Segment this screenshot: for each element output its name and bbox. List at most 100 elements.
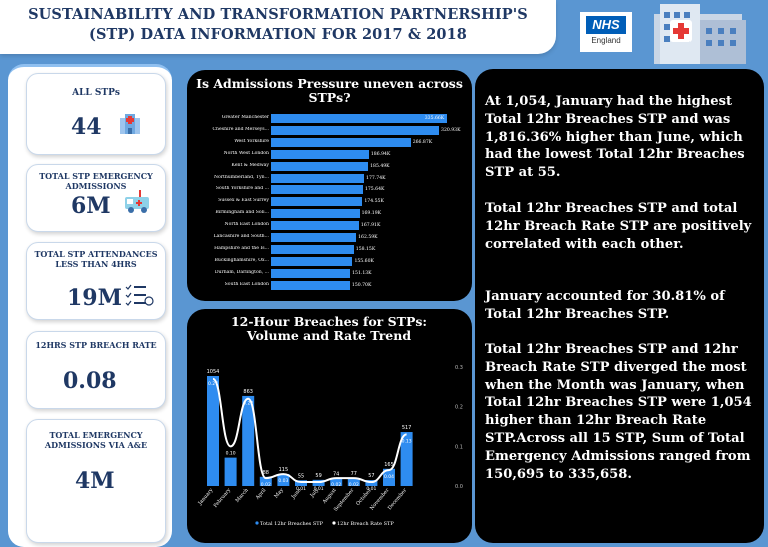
bar-value-label: 74 <box>333 471 339 477</box>
breach-bar[interactable] <box>224 457 237 486</box>
bar[interactable] <box>271 209 360 219</box>
breach-rate-line <box>212 377 408 484</box>
x-axis-month-label: March <box>235 487 251 504</box>
bar-value-label: 863 <box>243 389 253 395</box>
x-axis-month-label: January <box>197 487 215 507</box>
bar[interactable] <box>271 244 354 254</box>
hospital-icon <box>120 114 140 134</box>
legend-marker <box>332 521 336 525</box>
line-value-label: 0.02 <box>331 482 341 488</box>
y-axis-tick-label: 0.1 <box>455 444 463 450</box>
y-axis-tick-label: 0.0 <box>455 484 463 490</box>
bar[interactable] <box>271 233 357 242</box>
bar[interactable] <box>271 149 369 159</box>
line-value-label: 0.02 <box>349 482 359 488</box>
combo-chart-svg: 0.3 0.2 0.1 0.0 1054 863 88 115 55 59 74 77 57 165 517… <box>197 365 463 527</box>
kpi-card-breach-rate: 12HRS STP BREACH RATE 0.08 <box>26 331 166 409</box>
insight-paragraph: January accounted for 30.81% of Total 12… <box>485 289 725 322</box>
kpi-card-attendances: TOTAL STP ATTENDANCES LESS THAN 4HRS 19M <box>26 242 166 320</box>
nhs-logo-mark: NHS <box>586 16 626 34</box>
bar-value-label: 115 <box>279 467 289 473</box>
breach-bar[interactable] <box>383 468 395 486</box>
bar-value-label: 175.64K <box>364 187 385 193</box>
bar-category-label: Sussex & East Surrey <box>218 198 269 204</box>
x-axis-month-label: December <box>387 487 409 511</box>
bar-value-label: 155.60K <box>354 258 374 264</box>
bar-value-label: 335.66K <box>424 116 445 121</box>
breaches-combo-chart: 12-Hour Breaches for STPs: Volume and Ra… <box>187 309 472 543</box>
bar[interactable] <box>271 221 359 231</box>
bar-value-label: 59 <box>315 473 321 479</box>
bar[interactable] <box>271 280 350 290</box>
checklist-icon <box>125 284 154 306</box>
bar-value-label: 162.59K <box>358 235 378 240</box>
legend-label: 12hr Breach Rate STP <box>337 521 394 527</box>
dashboard-header: SUSTAINABILITY AND TRANSFORMATION PARTNE… <box>0 0 556 54</box>
x-axis-month-label: October <box>355 487 373 507</box>
bar-value-label: 266.87K <box>412 139 433 145</box>
breach-bar[interactable] <box>347 477 360 486</box>
breach-bar[interactable] <box>277 473 290 486</box>
admissions-bar-chart: Is Admissions Pressure uneven across STP… <box>187 70 472 301</box>
kpi-value: 6M <box>71 193 111 219</box>
bar-category-label: Hampshire and the Is... <box>214 245 269 251</box>
kpi-value: 0.08 <box>63 368 117 394</box>
bar[interactable] <box>271 173 365 183</box>
bar[interactable] <box>271 185 363 195</box>
nhs-logo: NHS England <box>580 12 632 52</box>
bar-category-label: Northumberland, Tyn... <box>214 174 269 180</box>
bar[interactable] <box>271 268 351 278</box>
breach-bar[interactable] <box>242 395 255 486</box>
bar[interactable] <box>271 125 440 135</box>
bar-category-label: Kent & Medway <box>231 162 269 168</box>
breach-bar[interactable] <box>207 376 219 486</box>
bar[interactable] <box>271 256 353 266</box>
insight-paragraph: Total 12hr Breaches STP and total 12hr B… <box>485 201 752 252</box>
bar-value-label: 88 <box>263 470 269 476</box>
ambulance-icon <box>125 190 149 213</box>
legend-label: Total 12hr Breaches STP <box>260 521 324 527</box>
kpi-value: 44 <box>71 114 102 140</box>
hospital-building-icon <box>654 4 746 64</box>
kpi-card-all-stps: ALL STPs 44 <box>26 73 166 155</box>
bar[interactable] <box>271 137 411 147</box>
bar-value-label: 151.13K <box>352 270 372 276</box>
page-title-line-1: SUSTAINABILITY AND TRANSFORMATION PARTNE… <box>28 6 528 23</box>
breach-bar[interactable] <box>330 478 343 486</box>
bar-value-label: 77 <box>351 471 357 477</box>
bar-category-label: Lancashire and South... <box>213 234 269 239</box>
breach-bar[interactable] <box>400 432 413 486</box>
y-axis-tick-label: 0.2 <box>455 405 463 411</box>
bar[interactable] <box>271 114 447 123</box>
kpi-value: 4M <box>75 468 115 494</box>
kpi-card-admissions-via-ae: TOTAL EMERGENCY ADMISSIONS VIA A&E 4M <box>26 419 166 543</box>
kpi-card-emergency-admissions: TOTAL STP EMERGENCY ADMISSIONS 6M <box>26 164 166 232</box>
bar-value-label: 320.93K <box>441 127 461 133</box>
line-value-label: 0.27 <box>208 381 218 387</box>
legend-marker <box>255 521 259 525</box>
bar-value-label: 57 <box>368 473 374 479</box>
line-value-label: 0.22 <box>243 401 253 407</box>
y-axis-tick-label: 0.3 <box>455 365 463 371</box>
bar-value-label: 174.55K <box>364 199 384 205</box>
insight-paragraph: Total 12hr Breaches STP and 12hr Breach … <box>485 342 752 482</box>
bar[interactable] <box>271 197 363 207</box>
bar-value-label: 186.94K <box>370 151 391 157</box>
bar[interactable] <box>271 161 369 171</box>
kpi-value: 19M <box>67 285 122 311</box>
line-value-label: 0.02 <box>261 482 271 488</box>
x-axis-month-label: February <box>213 487 233 509</box>
line-value-label: 0.13 <box>402 438 412 444</box>
bar-category-label: Greater Manchester <box>221 115 269 120</box>
chart-title: Is Admissions Pressure uneven across STP… <box>196 76 463 105</box>
x-axis-month-label: May <box>273 487 285 499</box>
bar-value-label: 55 <box>298 473 304 479</box>
bar-value-label: 158.15K <box>355 246 376 252</box>
bar-category-label: Cheshire and Merseys... <box>212 126 269 132</box>
breach-bar[interactable] <box>259 476 272 486</box>
insight-paragraph: At 1,054, January had the highest Total … <box>485 94 745 181</box>
line-value-label: 0.03 <box>278 478 288 484</box>
chart-title: 12-Hour Breaches for STPs: Volume and Ra… <box>230 314 428 343</box>
breach-bar[interactable] <box>295 480 307 486</box>
bar-value-label: 169.19K <box>361 211 382 217</box>
